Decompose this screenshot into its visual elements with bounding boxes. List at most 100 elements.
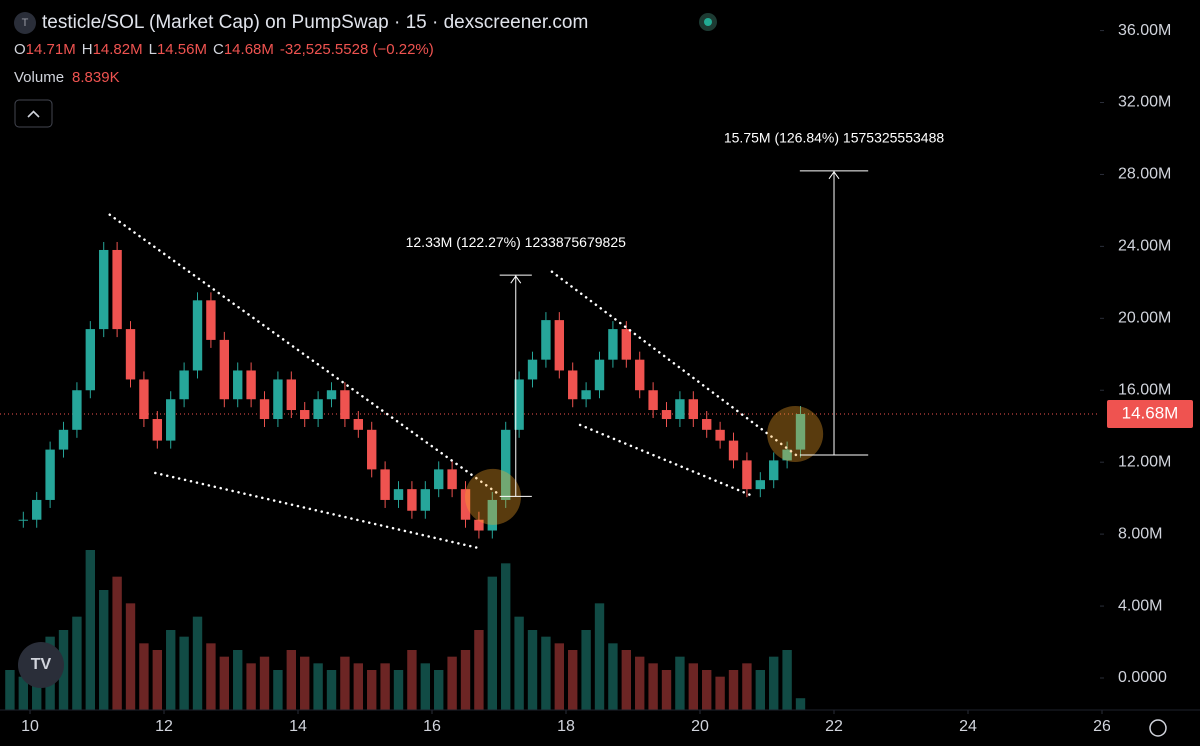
volume-bar: [393, 670, 404, 710]
candle-body: [568, 370, 578, 400]
volume-bar: [152, 650, 163, 710]
volume-bar: [581, 630, 591, 710]
volume-bar: [742, 663, 752, 710]
volume-bar: [192, 616, 203, 710]
ohlc-value: 14.82M: [93, 41, 143, 58]
volume-bar: [541, 636, 551, 710]
x-tick-label: 10: [21, 718, 39, 735]
candle-body: [192, 300, 203, 371]
candle-body: [594, 359, 605, 391]
volume-bar: [326, 670, 337, 710]
candle-body: [273, 379, 283, 420]
volume-bar: [568, 650, 578, 710]
volume-bar: [179, 636, 189, 710]
measure-arrow: [828, 170, 840, 180]
y-tick-label: 0.0000: [1118, 669, 1167, 686]
volume-bar: [246, 663, 256, 710]
collapse-button[interactable]: [14, 99, 53, 128]
volume-key: Volume: [14, 69, 64, 86]
candle-body: [527, 359, 538, 380]
volume-bar: [273, 670, 283, 710]
candle-body: [621, 329, 632, 360]
candle-body: [795, 413, 806, 450]
ohlc-key: L: [149, 41, 157, 58]
volume-value: 8.839K: [72, 69, 120, 86]
volume-bar: [487, 576, 498, 710]
candle-body: [782, 449, 792, 461]
volume-bar: [795, 698, 806, 710]
volume-bar: [313, 663, 323, 710]
candle-body: [460, 489, 471, 520]
volume-bar: [675, 656, 685, 710]
plot-area: 12.33M (122.27%) 1233875679825 15.75M (12…: [0, 130, 1100, 710]
volume-bar: [474, 630, 484, 710]
candle-body: [769, 460, 779, 481]
volume-bar: [514, 616, 524, 710]
candle-body: [487, 499, 498, 531]
x-tick-label: 26: [1093, 718, 1111, 735]
y-tick-label: 32.00M: [1118, 94, 1171, 111]
candle-body: [166, 399, 176, 441]
volume-bar: [233, 650, 243, 710]
measure-label: 15.75M (126.84%) 1575325553488: [724, 130, 945, 146]
volume-bar: [18, 676, 29, 710]
candle-body: [407, 489, 417, 511]
candle-body: [85, 329, 96, 391]
last-price-label: 14.68M: [1122, 403, 1179, 422]
ohlc-value: 14.68M: [224, 41, 274, 58]
x-tick-label: 12: [155, 718, 173, 735]
volume-bar: [447, 656, 457, 710]
volume-bar: [99, 590, 109, 710]
volume-bar: [715, 676, 725, 710]
volume-bar: [112, 576, 122, 710]
volume-bar: [648, 663, 658, 710]
candle-body: [340, 390, 350, 420]
x-tick-label: 18: [557, 718, 575, 735]
volume-bar: [769, 656, 779, 710]
candle-body: [648, 390, 658, 411]
candle-body: [206, 300, 216, 340]
candle-body: [661, 410, 672, 420]
y-tick-label: 4.00M: [1118, 597, 1162, 614]
x-tick-label: 22: [825, 718, 843, 735]
x-tick-label: 24: [959, 718, 977, 735]
price-scale-bg: [1100, 0, 1200, 710]
y-tick-label: 12.00M: [1118, 453, 1171, 470]
volume-bar: [661, 670, 672, 710]
y-tick-label: 36.00M: [1118, 22, 1171, 39]
candle-body: [18, 519, 29, 521]
candle-body: [99, 249, 109, 330]
candle-body: [152, 419, 163, 441]
volume-bar: [501, 563, 511, 710]
volume-bar: [782, 650, 792, 710]
volume-bar: [702, 670, 712, 710]
trendline: [578, 423, 757, 499]
ohlc-value: 14.71M: [26, 41, 76, 58]
candle-body: [728, 440, 739, 461]
last-price-badge: [1107, 399, 1193, 428]
candle-body: [380, 469, 390, 500]
status-dot: [704, 18, 712, 26]
volume-bar: [139, 643, 149, 710]
candle-body: [688, 399, 699, 420]
chart-title: testicle/SOL (Market Cap) on PumpSwap · …: [42, 12, 588, 33]
header: T testicle/SOL (Market Cap) on PumpSwap …: [14, 12, 1167, 737]
candle-body: [259, 399, 270, 420]
candle-body: [554, 320, 565, 371]
y-tick-label: 28.00M: [1118, 166, 1171, 183]
logo-badge[interactable]: [18, 642, 64, 688]
volume-bar: [286, 650, 297, 710]
volume-bar: [125, 603, 136, 710]
volume-bar: [554, 643, 565, 710]
symbol-letter: T: [22, 17, 29, 29]
candle-body: [32, 499, 42, 520]
candle-body: [675, 399, 685, 420]
trendline: [154, 471, 480, 550]
ohlc-key: C: [213, 41, 224, 58]
settings-icon[interactable]: [1149, 719, 1167, 737]
collapse-icon: [27, 110, 40, 118]
x-tick-label: 16: [423, 718, 441, 735]
volume-bar: [527, 630, 538, 710]
y-tick-label: 20.00M: [1118, 310, 1171, 327]
